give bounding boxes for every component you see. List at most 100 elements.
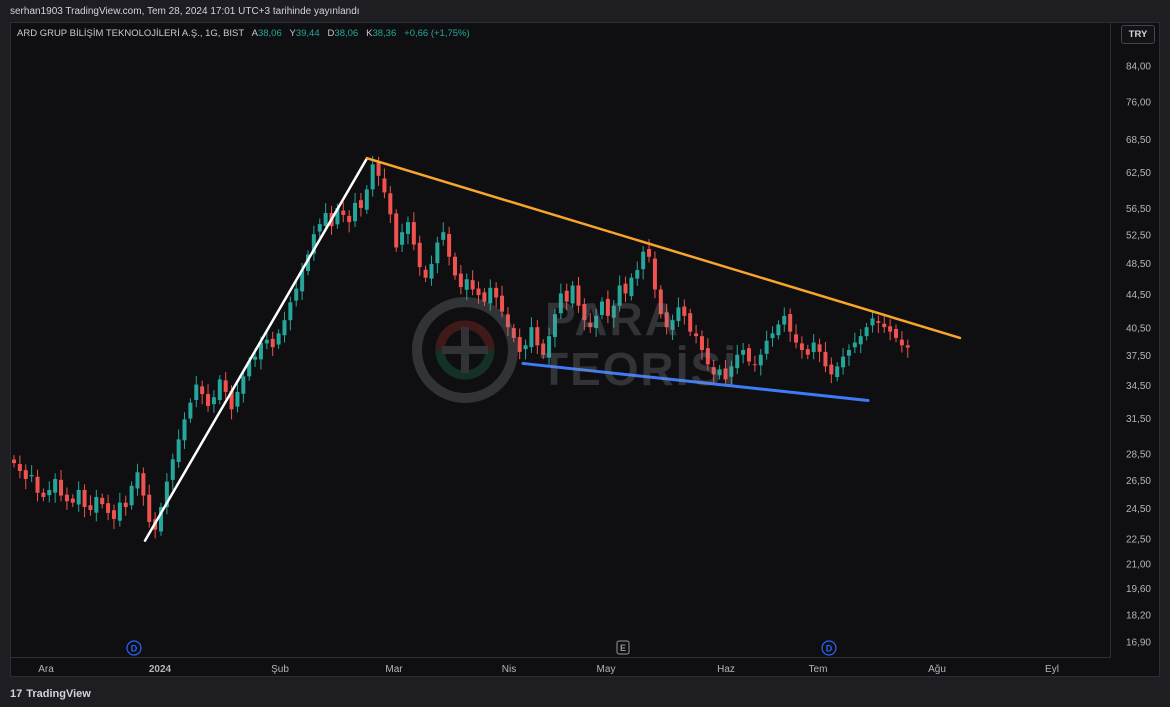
candle-body <box>641 251 646 270</box>
candle-body <box>388 193 393 215</box>
chart-frame[interactable] <box>10 22 1160 677</box>
candle-body <box>870 318 875 326</box>
candle-body <box>59 479 64 496</box>
candle-body <box>182 419 187 441</box>
price-tick-label: 62,50 <box>1126 168 1151 179</box>
dividend-marker-label: D <box>826 644 833 654</box>
price-tick-label: 84,00 <box>1126 62 1151 73</box>
candle-body <box>905 345 910 348</box>
candle-body <box>41 492 46 497</box>
time-tick-label: Nis <box>502 664 516 675</box>
time-tick-label: May <box>597 664 616 675</box>
candle-body <box>541 343 546 355</box>
time-tick-label: Tem <box>809 664 828 675</box>
candle-body <box>552 314 557 338</box>
price-tick-label: 37,50 <box>1126 351 1151 362</box>
candle-body <box>23 470 28 479</box>
candle-body <box>764 340 769 354</box>
candle-body <box>858 336 863 345</box>
price-tick-label: 18,20 <box>1126 611 1151 622</box>
time-tick-label: 2024 <box>149 664 172 675</box>
candle-body <box>852 342 857 348</box>
candle-body <box>123 502 128 508</box>
time-tick-label: Eyl <box>1045 664 1059 675</box>
candle-body <box>482 292 487 302</box>
candle-body <box>294 288 299 301</box>
dividend-marker[interactable] <box>126 640 142 656</box>
candle-body <box>529 327 534 348</box>
candle-body <box>505 314 510 328</box>
currency-badge[interactable]: TRY <box>1121 25 1155 44</box>
candle-body <box>588 322 593 328</box>
candle-body <box>282 320 287 336</box>
candle-body <box>876 321 881 323</box>
price-tick-label: 76,00 <box>1126 98 1151 109</box>
candle-body <box>752 364 757 366</box>
candle-body <box>364 189 369 210</box>
candle-body <box>176 439 181 462</box>
candle-body <box>29 474 34 477</box>
time-axis-separator <box>10 657 1110 658</box>
candle-body <box>194 384 199 400</box>
candle-body <box>341 210 346 215</box>
price-tick-label: 52,50 <box>1126 230 1151 241</box>
candle-body <box>288 302 293 321</box>
price-tick-label: 48,50 <box>1126 259 1151 270</box>
legend-close-value: 38,36 <box>372 28 397 39</box>
candle-body <box>688 313 693 332</box>
legend-high-label: Y <box>289 28 296 39</box>
orange-trendline[interactable] <box>365 156 962 340</box>
candle-body <box>841 356 846 368</box>
candle-body <box>206 394 211 406</box>
price-tick-label: 56,50 <box>1126 204 1151 215</box>
candle-body <box>47 489 52 496</box>
candle-body <box>100 497 105 505</box>
candle-body <box>141 473 146 496</box>
tradingview-name: TradingView <box>26 688 91 700</box>
candle-body <box>400 232 405 245</box>
candle-body <box>494 287 499 298</box>
publish-info: serhan1903 TradingView.com, Tem 28, 2024… <box>10 6 360 17</box>
candle-body <box>270 338 275 348</box>
dividend-marker[interactable] <box>821 640 837 656</box>
candle-body <box>441 232 446 240</box>
earnings-marker[interactable] <box>616 640 630 655</box>
candle-body <box>682 306 687 316</box>
candle-body <box>70 498 75 503</box>
candle-body <box>235 391 240 407</box>
candle-body <box>617 285 622 306</box>
candle-body <box>717 369 722 376</box>
white-trendline[interactable] <box>143 156 369 542</box>
candle-body <box>458 273 463 288</box>
price-tick-label: 40,50 <box>1126 324 1151 335</box>
legend-change: +0,66 (+1,75%) <box>404 28 470 39</box>
candle-body <box>405 222 410 234</box>
candle-body <box>117 502 122 521</box>
candle-body <box>82 489 87 508</box>
legend-symbol: ARD GRUP BİLİŞİM TEKNOLOJİLERİ A.Ş., 1G,… <box>17 28 245 39</box>
candle-body <box>17 464 22 471</box>
candle-body <box>94 496 99 513</box>
candle-body <box>570 285 575 304</box>
candle-body <box>264 339 269 344</box>
blue-trendline[interactable] <box>521 361 870 402</box>
candle-body <box>223 380 228 392</box>
candle-body <box>500 295 505 312</box>
candle-body <box>894 328 898 338</box>
candle-body <box>817 344 822 352</box>
price-tick-label: 28,50 <box>1126 450 1151 461</box>
candle-body <box>300 270 305 292</box>
candle-body <box>170 459 175 480</box>
candle-body <box>53 478 58 493</box>
candle-body <box>376 162 381 176</box>
candle-body <box>129 485 134 506</box>
candle-body <box>600 301 604 315</box>
candle-body <box>135 472 140 489</box>
legend-open-label: A <box>251 28 258 39</box>
price-tick-label: 24,50 <box>1126 504 1151 515</box>
candle-body <box>411 222 416 245</box>
candle-body <box>676 307 681 322</box>
candle-body <box>476 288 481 296</box>
candle-body <box>447 233 452 257</box>
